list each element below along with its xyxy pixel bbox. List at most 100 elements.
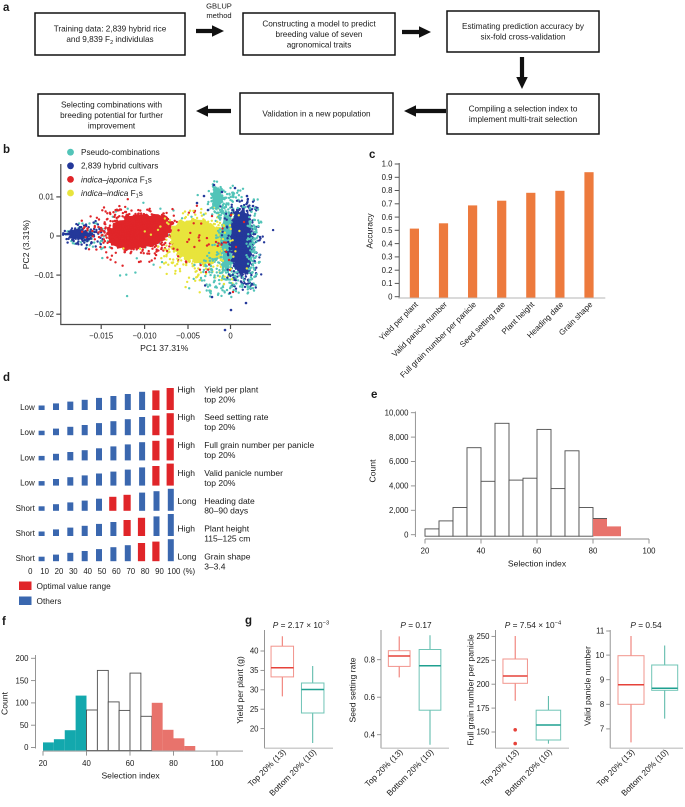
svg-text:g: g [245, 615, 252, 627]
svg-text:Constructing a model to predic: Constructing a model to predict [262, 19, 376, 28]
svg-text:High: High [178, 524, 196, 534]
svg-text:3–3.4: 3–3.4 [204, 561, 226, 571]
svg-text:Valid panicle number: Valid panicle number [204, 468, 283, 478]
svg-text:Others: Others [37, 596, 62, 606]
svg-text:0.01: 0.01 [39, 193, 54, 202]
svg-text:d: d [3, 372, 10, 384]
svg-text:10: 10 [40, 567, 49, 576]
svg-text:f: f [2, 616, 6, 628]
svg-text:Short: Short [16, 554, 36, 563]
svg-text:b: b [3, 144, 10, 156]
svg-text:and 9,839 F2 individulas: and 9,839 F2 individulas [66, 35, 153, 46]
svg-text:P = 7.54 × 10−4: P = 7.54 × 10−4 [505, 620, 562, 630]
svg-text:40: 40 [250, 647, 259, 656]
svg-text:2,000: 2,000 [389, 506, 409, 515]
svg-text:implement multi-trait selectio: implement multi-trait selection [469, 115, 578, 124]
svg-text:Count: Count [0, 691, 10, 715]
svg-text:100: 100 [167, 567, 181, 576]
svg-text:70: 70 [126, 567, 135, 576]
svg-text:150: 150 [15, 676, 29, 685]
svg-text:175: 175 [476, 704, 490, 713]
svg-text:Seed setting rate: Seed setting rate [348, 657, 358, 722]
svg-text:7: 7 [600, 725, 604, 734]
svg-text:Validation in a new population: Validation in a new population [262, 109, 371, 118]
svg-text:50: 50 [98, 567, 107, 576]
svg-text:20: 20 [39, 759, 48, 768]
svg-text:PC2 (3.31%): PC2 (3.31%) [21, 220, 31, 269]
svg-text:Full grain number per panicle: Full grain number per panicle [466, 634, 476, 746]
svg-text:0.5: 0.5 [382, 226, 394, 235]
svg-text:80: 80 [589, 547, 598, 556]
svg-text:0.6: 0.6 [382, 213, 393, 222]
svg-text:250: 250 [476, 632, 490, 641]
svg-text:GBLUP: GBLUP [206, 2, 232, 11]
svg-text:2,839 hybrid cultivars: 2,839 hybrid cultivars [81, 162, 158, 171]
svg-text:40: 40 [82, 759, 91, 768]
svg-text:0.1: 0.1 [382, 279, 393, 288]
svg-text:Selection index: Selection index [508, 559, 567, 569]
svg-text:225: 225 [476, 656, 490, 665]
svg-text:Low: Low [20, 479, 35, 488]
svg-text:8,000: 8,000 [389, 433, 409, 442]
svg-text:0.8: 0.8 [382, 186, 393, 195]
svg-text:c: c [369, 149, 376, 161]
svg-text:6,000: 6,000 [389, 457, 409, 466]
svg-text:20: 20 [55, 567, 64, 576]
svg-text:Valid panicle number: Valid panicle number [583, 646, 593, 726]
svg-text:60: 60 [533, 547, 542, 556]
svg-text:20: 20 [421, 547, 430, 556]
svg-text:a: a [3, 2, 10, 14]
svg-text:Grain shape: Grain shape [204, 552, 251, 562]
svg-text:0: 0 [388, 292, 393, 301]
svg-text:0: 0 [404, 530, 409, 539]
svg-text:−0.005: −0.005 [176, 332, 201, 341]
svg-text:Long: Long [178, 496, 197, 506]
svg-text:Yield per plant (g): Yield per plant (g) [235, 656, 245, 724]
svg-text:Heading date: Heading date [204, 496, 255, 506]
svg-text:indica–indica F1s: indica–indica F1s [81, 189, 143, 200]
svg-text:0.6: 0.6 [364, 693, 375, 702]
svg-text:Long: Long [178, 552, 197, 562]
svg-text:60: 60 [126, 759, 135, 768]
svg-text:Plant height: Plant height [204, 524, 250, 534]
svg-text:30: 30 [250, 686, 259, 695]
svg-text:top 20%: top 20% [204, 450, 236, 460]
svg-text:Selection index: Selection index [101, 771, 160, 781]
svg-text:Low: Low [20, 453, 35, 462]
svg-text:8: 8 [600, 700, 604, 709]
svg-text:indica–japonica F1s: indica–japonica F1s [81, 175, 152, 186]
svg-text:method: method [206, 11, 231, 20]
svg-text:4,000: 4,000 [389, 482, 409, 491]
svg-text:0: 0 [24, 743, 29, 752]
svg-text:11: 11 [596, 627, 604, 636]
svg-text:High: High [178, 440, 196, 450]
svg-text:PC1 37.31%: PC1 37.31% [140, 343, 189, 353]
svg-text:agronomical traits: agronomical traits [287, 40, 352, 49]
svg-text:0: 0 [228, 332, 233, 341]
svg-text:0.3: 0.3 [382, 253, 393, 262]
svg-text:P = 2.17 × 10−3: P = 2.17 × 10−3 [273, 620, 329, 630]
svg-text:40: 40 [477, 547, 486, 556]
svg-text:Count: Count [368, 459, 378, 483]
svg-text:50: 50 [20, 721, 29, 730]
svg-text:Short: Short [16, 504, 36, 513]
svg-text:80: 80 [169, 759, 178, 768]
svg-text:1.0: 1.0 [382, 160, 394, 169]
svg-text:80–90 days: 80–90 days [204, 506, 248, 516]
svg-text:90: 90 [155, 567, 164, 576]
svg-text:35: 35 [250, 666, 259, 675]
svg-text:10,000: 10,000 [385, 408, 410, 417]
svg-text:Low: Low [20, 403, 35, 412]
svg-text:Training data: 2,839 hybrid ri: Training data: 2,839 hybrid rice [54, 25, 167, 34]
svg-text:Estimating prediction accuracy: Estimating prediction accuracy by [462, 22, 585, 31]
svg-text:−0.02: −0.02 [34, 310, 54, 319]
svg-text:Low: Low [20, 428, 35, 437]
svg-text:Compiling a selection index to: Compiling a selection index to [469, 105, 578, 114]
svg-text:Accuracy: Accuracy [365, 213, 375, 249]
svg-text:top 20%: top 20% [204, 478, 236, 488]
svg-text:25: 25 [250, 705, 259, 714]
svg-text:80: 80 [141, 567, 150, 576]
svg-text:six-fold cross-validation: six-fold cross-validation [480, 33, 566, 42]
svg-text:Short: Short [16, 529, 36, 538]
svg-text:0.4: 0.4 [364, 730, 376, 739]
